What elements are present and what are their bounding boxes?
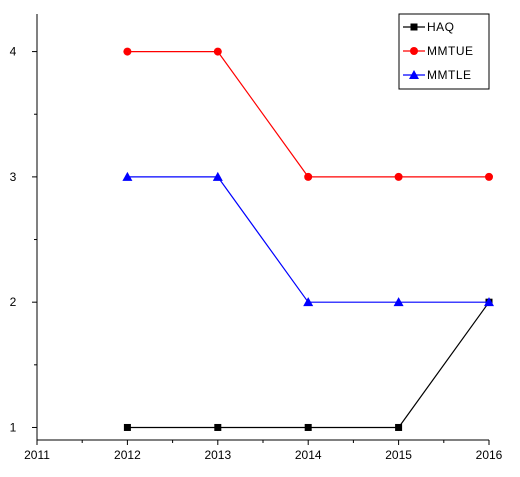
data-point xyxy=(212,171,223,181)
series-mmtue xyxy=(123,47,493,181)
x-tick-label: 2013 xyxy=(204,448,231,462)
y-tick-label: 2 xyxy=(10,295,17,309)
y-tick-label: 1 xyxy=(10,420,17,434)
x-tick-label: 2016 xyxy=(476,448,503,462)
y-tick-label: 3 xyxy=(10,170,17,184)
data-point xyxy=(485,172,493,181)
x-tick-label: 2012 xyxy=(114,448,141,462)
series-group xyxy=(122,47,494,431)
legend-label: MMTUE xyxy=(427,44,474,58)
x-tick-label: 2014 xyxy=(295,448,322,462)
legend-label: HAQ xyxy=(427,20,455,34)
data-point xyxy=(123,47,132,56)
legend-label: MMTLE xyxy=(427,68,472,82)
x-tick-label: 2011 xyxy=(24,448,50,462)
legend: HAQ MMTUE MMTLE xyxy=(398,13,490,90)
data-point xyxy=(303,297,314,307)
data-point xyxy=(122,171,133,181)
data-point xyxy=(484,297,494,307)
legend-marker xyxy=(410,47,418,55)
data-point xyxy=(395,423,403,431)
series-line xyxy=(127,301,490,429)
legend-marker xyxy=(410,23,418,31)
series-mmtle xyxy=(122,171,494,307)
y-tick-label: 4 xyxy=(10,45,17,59)
data-point xyxy=(394,172,403,181)
data-point xyxy=(304,172,313,181)
axes: 2011 2012 2013 2014 2015 2016 1 2 3 4 xyxy=(10,14,503,462)
series-line xyxy=(127,176,489,303)
data-point xyxy=(304,423,312,431)
x-tick-label: 2015 xyxy=(385,448,412,462)
series-haq xyxy=(123,298,493,431)
legend-marker xyxy=(409,70,419,79)
data-point xyxy=(393,297,404,307)
data-point xyxy=(213,47,222,56)
data-point xyxy=(123,423,131,431)
data-point xyxy=(214,423,222,431)
